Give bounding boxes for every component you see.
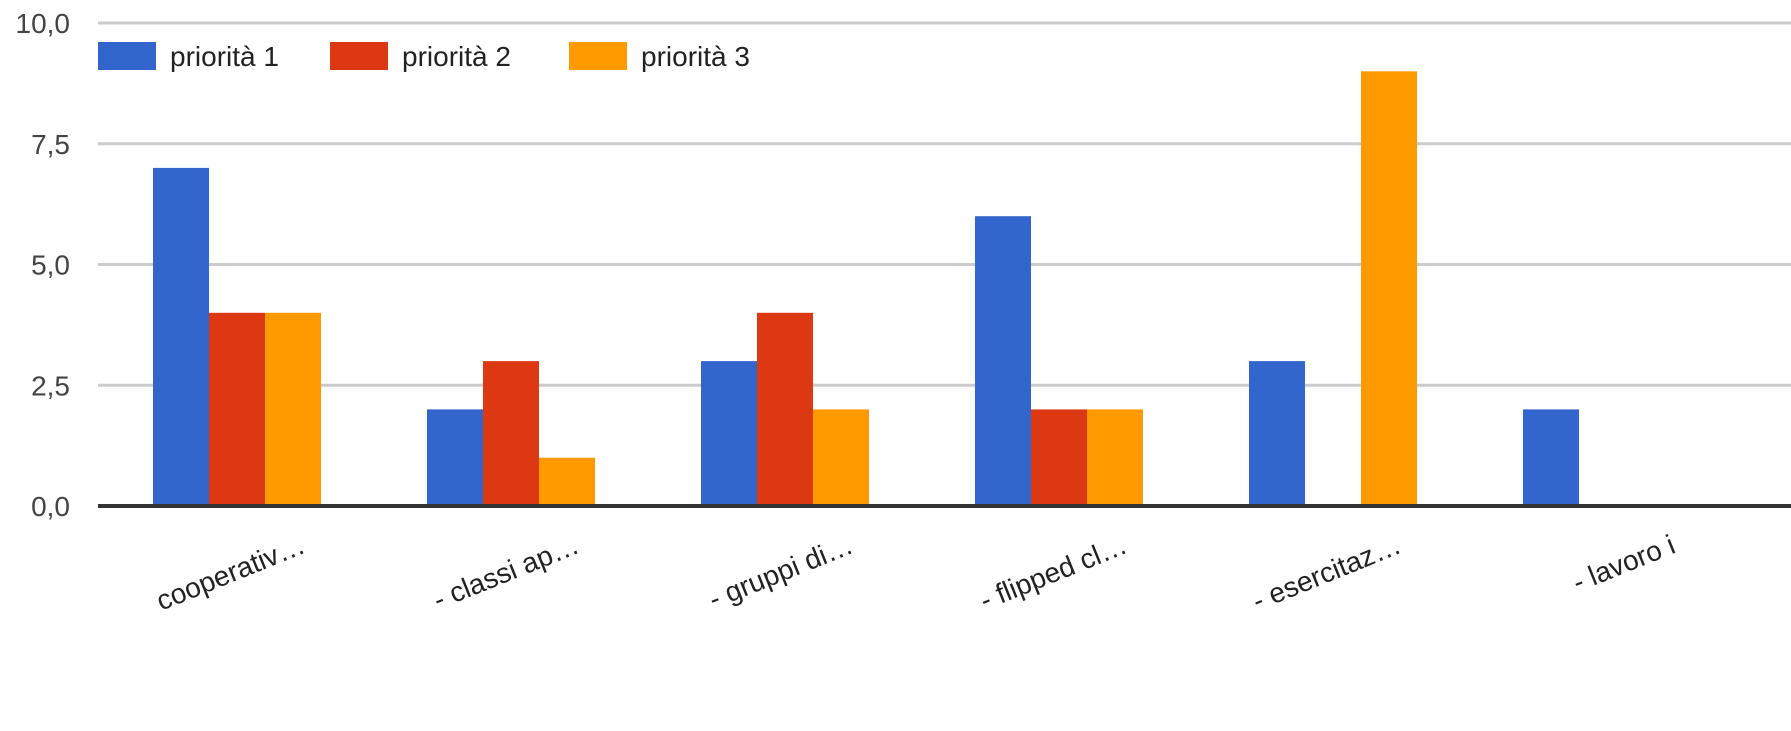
x-category-label: - esercitaz… bbox=[1248, 529, 1405, 617]
y-axis-ticks: 0,0 2,5 5,0 7,5 10,0 bbox=[16, 8, 71, 522]
y-tick-label: 5,0 bbox=[31, 250, 70, 281]
y-tick-label: 10,0 bbox=[16, 8, 71, 39]
x-category-label: cooperativ… bbox=[152, 529, 309, 617]
bar bbox=[265, 312, 321, 506]
bar bbox=[757, 312, 813, 506]
x-category-label: - lavoro i bbox=[1568, 529, 1679, 598]
bar bbox=[427, 409, 483, 506]
bar bbox=[975, 216, 1031, 506]
y-tick-label: 7,5 bbox=[31, 129, 70, 160]
y-tick-label: 0,0 bbox=[31, 491, 70, 522]
legend-label: priorità 3 bbox=[641, 41, 750, 72]
x-axis-labels: cooperativ… - classi ap… - gruppi di… - fli… bbox=[152, 529, 1679, 617]
bar bbox=[1361, 71, 1417, 507]
x-category-label: - gruppi di… bbox=[704, 529, 857, 615]
gridlines bbox=[98, 21, 1791, 387]
bar bbox=[209, 312, 265, 506]
y-tick-label: 2,5 bbox=[31, 370, 70, 401]
legend-label: priorità 2 bbox=[402, 41, 511, 72]
bar bbox=[1249, 361, 1305, 506]
bar bbox=[153, 167, 209, 506]
bar bbox=[813, 409, 869, 506]
bar bbox=[1523, 409, 1579, 506]
legend-swatch bbox=[98, 42, 156, 70]
legend: priorità 1 priorità 2 priorità 3 bbox=[98, 41, 750, 72]
x-category-label: - flipped cl… bbox=[975, 529, 1131, 616]
bar bbox=[701, 361, 757, 506]
bar bbox=[483, 361, 539, 506]
bar bbox=[1031, 409, 1087, 506]
legend-swatch bbox=[569, 42, 627, 70]
legend-label: priorità 1 bbox=[170, 41, 279, 72]
bar bbox=[1087, 409, 1143, 506]
x-category-label: - classi ap… bbox=[429, 529, 583, 615]
bar bbox=[539, 457, 595, 506]
legend-swatch bbox=[330, 42, 388, 70]
bars bbox=[153, 71, 1579, 507]
